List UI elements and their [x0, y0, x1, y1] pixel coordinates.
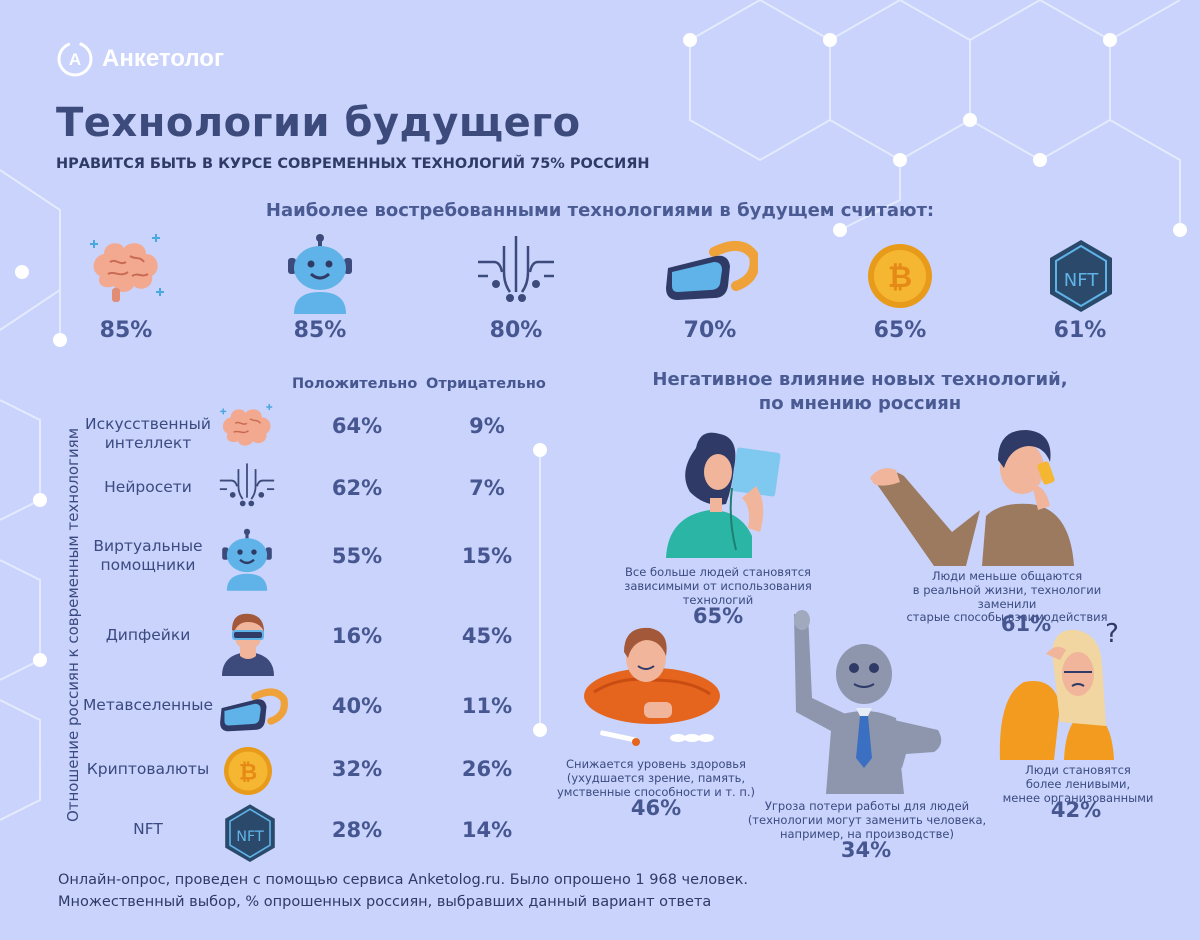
negative-value-assistants: 15%: [461, 544, 513, 568]
negative-caption-health-line1: Снижается уровень здоровья: [566, 757, 746, 771]
negative-value-health: 46%: [630, 796, 682, 820]
negative-caption-laziness-line3: менее организованными: [1002, 790, 1154, 805]
svg-text:A: A: [69, 50, 81, 69]
top-value-vr: 70%: [683, 318, 737, 343]
man-with-phone-illustration: [870, 430, 1074, 566]
negative-caption-communication-line3: старые способы взаимодействия: [906, 610, 1108, 625]
brand-logo[interactable]: A Анкетолог: [56, 40, 224, 78]
negative-caption-job-loss-line1: Угроза потери работы для людей: [764, 799, 970, 813]
bitcoin-icon: ₿: [868, 244, 932, 308]
positive-value-nft: 28%: [331, 818, 383, 842]
negative-caption-job-loss-line2: (технологии могут заменить человека,: [747, 812, 987, 827]
footer-methodology: Онлайн-опрос, проведен с помощью сервиса…: [58, 872, 749, 888]
negative-caption-job-loss: Угроза потери работы для людей (технолог…: [738, 799, 996, 841]
robot-icon: [222, 528, 272, 591]
svg-text:₿: ₿: [888, 260, 912, 295]
negative-caption-laziness-line1: Люди становятся: [1025, 763, 1131, 777]
vr-headset-icon: [220, 688, 288, 732]
row-label-metaverse: Метавселенные: [82, 696, 214, 714]
negative-value-neural: 7%: [469, 476, 505, 500]
row-label-nft: NFT: [133, 820, 163, 838]
svg-text:₿: ₿: [239, 759, 257, 785]
svg-text:?: ?: [1105, 619, 1119, 649]
footer-note: Множественный выбор, % опрошенных россия…: [58, 894, 712, 910]
negative-value-ai: 9%: [469, 414, 505, 438]
negative-caption-dependence: Все больше людей становятся зависимыми о…: [600, 565, 836, 607]
positive-value-assistants: 55%: [331, 544, 383, 568]
negative-value-metaverse: 11%: [461, 694, 513, 718]
negative-caption-dependence-line1: Все больше людей становятся: [625, 565, 811, 579]
negative-caption-health-line2: (ухудшается зрение, память,: [566, 770, 746, 785]
row-label-ai: Искусственный интеллект: [85, 415, 211, 453]
neural-network-icon: [478, 236, 554, 302]
confused-woman-illustration: ?: [999, 619, 1119, 760]
svg-text:NFT: NFT: [1064, 270, 1100, 291]
negative-value-communication: 61%: [1000, 612, 1052, 636]
nft-icon: NFT: [1050, 240, 1112, 312]
positive-value-crypto: 32%: [331, 757, 383, 781]
vr-headset-icon: [666, 241, 758, 300]
column-header-negative: Отрицательно: [426, 376, 546, 392]
side-label: Отношение россиян к современным технолог…: [58, 390, 88, 860]
negative-caption-laziness-line2: более ленивыми,: [1025, 776, 1131, 791]
negative-heading-line2: по мнению россиян: [758, 393, 962, 415]
negative-caption-health-line3: умственные способности и т. п.): [556, 784, 756, 799]
negative-value-nft: 14%: [461, 818, 513, 842]
column-header-positive: Положительно: [292, 376, 418, 392]
negative-value-dependence: 65%: [692, 604, 744, 628]
neural-network-icon: [219, 463, 275, 507]
top-value-neural: 80%: [489, 318, 543, 343]
positive-value-neural: 62%: [331, 476, 383, 500]
negative-heading-line1: Негативное влияние новых технологий,: [652, 369, 1068, 390]
negative-heading: Негативное влияние новых технологий, по …: [600, 368, 1120, 417]
nft-icon: NFT: [225, 804, 275, 862]
deepfake-person-icon: [222, 613, 274, 676]
brand-name: Анкетолог: [102, 45, 224, 72]
row-label-deepfake: Дипфейки: [105, 626, 191, 644]
top-value-assistants: 85%: [293, 318, 347, 343]
negative-caption-communication-line2: в реальной жизни, технологии заменили: [912, 582, 1102, 611]
negative-caption-job-loss-line3: например, на производстве): [779, 826, 954, 841]
brain-icon: [90, 234, 164, 302]
negative-value-laziness: 42%: [1050, 798, 1102, 822]
top-value-nft: 61%: [1053, 318, 1107, 343]
brain-icon: [220, 404, 273, 446]
row-label-assistants: Виртуальные помощники: [93, 537, 203, 575]
top-heading: Наиболее востребованными технологиями в …: [265, 200, 935, 221]
negative-value-deepfake: 45%: [461, 624, 513, 648]
bitcoin-icon: ₿: [224, 747, 272, 795]
top-value-crypto: 65%: [873, 318, 927, 343]
negative-caption-dependence-line2: зависимыми от использования: [624, 578, 812, 593]
sick-man-illustration: [584, 627, 720, 746]
top-value-ai: 85%: [99, 318, 153, 343]
positive-value-ai: 64%: [331, 414, 383, 438]
negative-caption-health: Снижается уровень здоровья (ухудшается з…: [546, 757, 766, 799]
negative-caption-laziness: Люди становятся более ленивыми, менее ор…: [996, 763, 1160, 805]
negative-caption-dependence-line3: технологий: [682, 592, 754, 607]
anketolog-logo-icon: A: [57, 41, 93, 77]
row-label-neural: Нейросети: [104, 478, 192, 496]
page-title: Технологии будущего: [56, 100, 581, 146]
negative-caption-communication: Люди меньше общаются в реальной жизни, т…: [892, 569, 1122, 625]
page-subtitle: НРАВИТСЯ БЫТЬ В КУРСЕ СОВРЕМЕННЫХ ТЕХНОЛ…: [56, 156, 650, 172]
negative-caption-communication-line1: Люди меньше общаются: [931, 569, 1083, 583]
negative-value-job-loss: 34%: [840, 838, 892, 862]
woman-with-phone-illustration: [666, 432, 781, 558]
positive-value-metaverse: 40%: [331, 694, 383, 718]
positive-value-deepfake: 16%: [331, 624, 383, 648]
row-label-crypto: Криптовалюты: [86, 760, 210, 778]
robot-in-suit-illustration: [794, 610, 942, 794]
robot-icon: [288, 234, 352, 314]
negative-value-crypto: 26%: [461, 757, 513, 781]
svg-text:NFT: NFT: [236, 829, 264, 845]
